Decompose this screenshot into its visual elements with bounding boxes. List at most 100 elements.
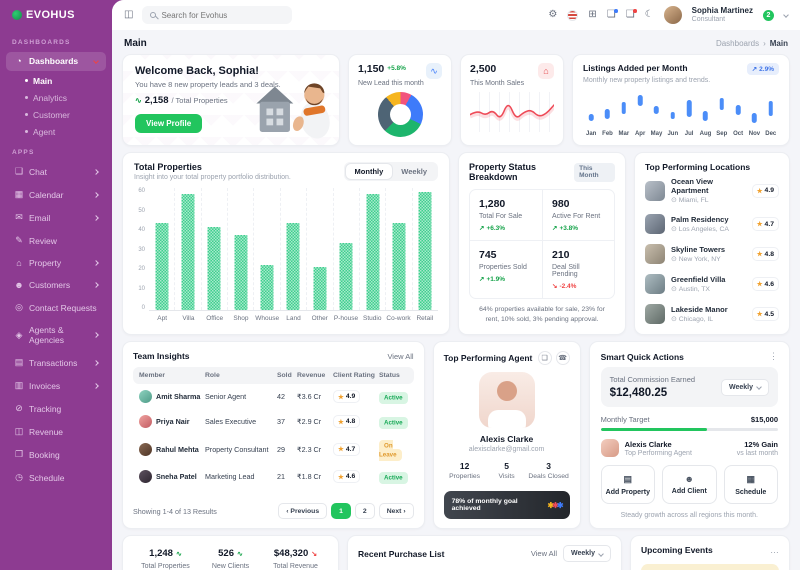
agent-email[interactable]: alexisclarke@gmail.com — [468, 446, 545, 453]
listings-subtitle: Monthly new property listings and trends… — [583, 77, 711, 84]
listings-trend-badge: ↗ 2.9% — [746, 63, 779, 75]
table-row[interactable]: Priya Nair Sales Executive 37 ₹2.9 Cr ★ 4… — [133, 409, 414, 434]
chat-bubble-icon[interactable]: ❑ — [537, 351, 552, 365]
property-icon: ⌂ — [16, 258, 22, 268]
listings-bar — [599, 88, 615, 129]
grid-icon[interactable]: ⊞ — [588, 9, 597, 20]
app-logo[interactable]: EVOHUS — [0, 0, 112, 30]
toggle-monthly[interactable]: Monthly — [345, 164, 393, 179]
table-row[interactable]: Amit Sharma Senior Agent 42 ₹3.6 Cr ★ 4.9… — [133, 384, 414, 409]
total-properties-value: 2,158 — [144, 95, 169, 106]
category-label: Retail — [416, 314, 434, 322]
view-profile-button[interactable]: View Profile — [135, 114, 203, 133]
list-item[interactable]: Ocean View Apartment ⊙ Miami, FL ★ 4.9 — [645, 172, 779, 209]
period-dropdown[interactable]: Weekly — [563, 545, 611, 562]
table-row[interactable]: Sneha Patel Marketing Lead 21 ₹1.8 Cr ★ 4… — [133, 464, 414, 489]
star-icon: ★ — [756, 251, 763, 258]
search-input[interactable] — [161, 10, 285, 20]
event-item[interactable] — [641, 564, 779, 570]
previous-button[interactable]: ‹ Previous — [278, 503, 328, 519]
page-1-button[interactable]: 1 — [331, 503, 351, 519]
sidebar-item-chat[interactable]: ❑ Chat — [6, 162, 106, 182]
sidebar-item-schedule[interactable]: ◷ Schedule — [15, 472, 65, 483]
commission-value: $12,480.25 — [609, 387, 668, 399]
contact-requests-icon: ◎ — [15, 302, 23, 312]
sidebar-subitem-agent[interactable]: Agent — [0, 123, 112, 140]
sidebar-item-property[interactable]: ⌂ Property — [6, 254, 106, 273]
language-flag-icon[interactable] — [567, 9, 579, 21]
home-icon[interactable]: ⌂ — [538, 63, 554, 79]
quick-actions-title: Smart Quick Actions — [600, 351, 684, 362]
view-all-link[interactable]: View All — [387, 351, 414, 361]
message-icon[interactable]: ❏ — [625, 9, 637, 20]
sidebar-subitem-analytics[interactable]: Analytics — [0, 89, 112, 106]
view-all-link[interactable]: View All — [530, 549, 557, 558]
sales-sparkline-chart — [469, 92, 556, 132]
total-properties-title: Total Properties — [134, 162, 202, 172]
sidebar-toggle-icon[interactable]: ◫ — [124, 9, 134, 20]
sidebar-item-agents-agencies[interactable]: ◈ Agents & Agencies — [6, 321, 106, 350]
bar-column — [358, 188, 385, 310]
list-item[interactable]: Palm Residency ⊙ Los Angeles, CA ★ 4.7 — [645, 209, 779, 239]
logo-icon — [12, 10, 22, 20]
next-button[interactable]: Next › — [378, 503, 414, 519]
page-2-button[interactable]: 2 — [354, 503, 375, 519]
chart-icon[interactable]: ∿ — [426, 63, 442, 79]
table-row[interactable]: Rahul Mehta Property Consultant 29 ₹2.3 … — [133, 434, 414, 464]
breadcrumb-root[interactable]: Dashboards — [715, 39, 760, 48]
list-item[interactable]: Skyline Towers ⊙ New York, NY ★ 4.8 — [645, 239, 779, 269]
toggle-weekly[interactable]: Weekly — [401, 167, 427, 176]
bar-column — [200, 188, 227, 310]
upcoming-events-card: Upcoming Events … — [630, 535, 790, 570]
chevron-down-icon[interactable] — [783, 12, 789, 18]
add-property-button[interactable]: ▤ Add Property — [600, 465, 656, 504]
team-title: Team Insights — [133, 351, 190, 361]
sidebar-item-contact-requests[interactable]: ◎ Contact Requests — [15, 302, 97, 313]
sidebar-item-customers[interactable]: ☻ Customers — [6, 276, 106, 295]
target-label: Monthly Target — [600, 415, 650, 424]
list-item[interactable]: Lakeside Manor ⊙ Chicago, IL ★ 4.5 — [645, 299, 779, 329]
sidebar-item-invoices[interactable]: ▥ Invoices — [6, 376, 106, 396]
sidebar-item-tracking[interactable]: ⊘ Tracking — [15, 403, 62, 414]
status-footnote: 64% properties available for sale, 23% f… — [479, 306, 605, 324]
target-value: $15,000 — [750, 415, 778, 424]
sidebar-item-dashboards[interactable]: ◔ Dashboards — [6, 51, 106, 71]
new-lead-delta: +5.8% — [387, 65, 406, 72]
user-avatar[interactable] — [663, 6, 682, 24]
star-icon: ★ — [756, 187, 763, 195]
list-item[interactable]: Hilton Estate — [645, 329, 779, 334]
phone-icon[interactable]: ☎ — [555, 351, 570, 365]
sidebar-subitem-main[interactable]: Main — [0, 72, 112, 89]
commission-panel: Total Commission Earned $12,480.25 Weekl… — [600, 367, 778, 407]
sidebar-subitem-customer[interactable]: Customer — [0, 106, 112, 123]
location-photo — [645, 180, 665, 201]
sidebar-item-transactions[interactable]: ▤ Transactions — [6, 353, 106, 373]
status-cell-pending: 210 Deal Still Pending ↘ -2.4% — [542, 240, 614, 298]
y-tick: 20 — [138, 266, 145, 272]
this-month-badge[interactable]: This Month — [574, 162, 615, 182]
notification-icon[interactable]: ❏ — [606, 9, 618, 20]
agent-title: Top Performing Agent — [443, 353, 533, 363]
schedule-button[interactable]: ▦ Schedule — [723, 465, 778, 504]
customers-icon: ☻ — [14, 280, 24, 290]
list-item[interactable]: Greenfield Villa ⊙ Austin, TX ★ 4.6 — [645, 269, 779, 299]
sidebar-item-email[interactable]: ✉ Email — [6, 208, 106, 228]
search-box[interactable] — [142, 6, 293, 24]
ellipsis-menu-icon[interactable]: … — [770, 545, 779, 555]
sidebar-item-review[interactable]: ✎ Review — [15, 235, 57, 246]
moon-icon[interactable]: ☾ — [644, 9, 654, 20]
chevron-right-icon — [93, 260, 99, 266]
add-client-button[interactable]: ☻ Add Client — [662, 465, 717, 504]
sidebar-item-booking[interactable]: ❐ Booking — [14, 449, 60, 460]
listings-bar — [632, 88, 648, 129]
sidebar-item-revenue[interactable]: ◫ Revenue — [14, 426, 64, 437]
chat-icon: ❑ — [14, 166, 24, 176]
kebab-menu-icon[interactable]: ⋮ — [769, 351, 778, 361]
user-info[interactable]: Sophia Martinez Consultant — [692, 6, 753, 24]
bar-column — [411, 188, 438, 310]
trend-down-icon: ↘ — [311, 550, 318, 558]
pin-icon: ⊙ — [671, 286, 677, 293]
gear-icon[interactable]: ⚙ — [548, 9, 558, 20]
sidebar-item-calendar[interactable]: ▦ Calendar — [6, 185, 106, 205]
period-dropdown[interactable]: Weekly — [721, 378, 769, 396]
